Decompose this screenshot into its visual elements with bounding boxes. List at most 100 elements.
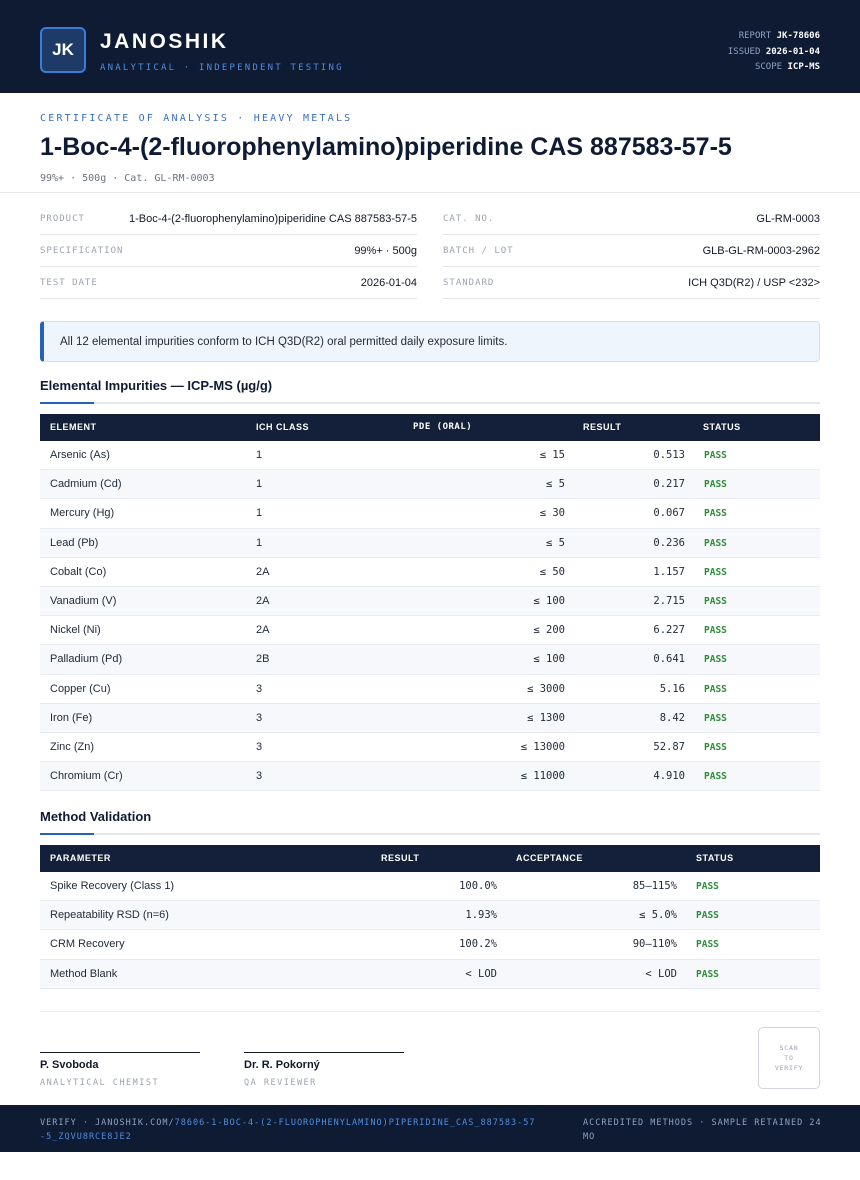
cell-element: Iron (Fe) [50, 711, 93, 724]
cell-status: PASS [704, 566, 727, 578]
cell-parameter: Repeatability RSD (n=6) [50, 909, 169, 922]
info-test-date: TEST DATE 2026-01-04 [40, 267, 417, 299]
cell-element: Mercury (Hg) [50, 507, 115, 520]
cell-ich-class: 2A [256, 565, 270, 578]
footer-verify: VERIFY · JANOSHIK.COM/78606-1-BOC-4-(2-F… [40, 1117, 540, 1144]
qr-verify-box[interactable]: SCAN TO VERIFY [758, 1027, 820, 1089]
table-row: Zinc (Zn) 3 ≤ 13000 52.87 PASS [40, 733, 820, 763]
cell-ich-class: 1 [256, 536, 263, 549]
cell-result: 1.157 [653, 565, 685, 578]
cell-result: 4.910 [653, 770, 685, 783]
cell-element: Chromium (Cr) [50, 770, 123, 783]
cell-ich-class: 1 [256, 478, 263, 491]
col-ich-class: ICH CLASS [256, 422, 310, 432]
cell-status: PASS [704, 450, 727, 461]
cell-pde: ≤ 30 [539, 507, 565, 520]
cell-result: 0.236 [653, 536, 685, 549]
cell-status: PASS [704, 479, 727, 491]
cell-parameter: Spike Recovery (Class 1) [50, 880, 175, 892]
cell-element: Arsenic (As) [50, 449, 110, 461]
table-row: Cadmium (Cd) 1 ≤ 5 0.217 PASS [40, 470, 820, 500]
cell-acceptance: ≤ 5.0% [639, 909, 677, 922]
cell-val-status: PASS [696, 910, 719, 922]
cell-element: Cadmium (Cd) [50, 478, 122, 491]
report-number: JK-78606 [776, 31, 820, 41]
cell-pde: ≤ 13000 [520, 741, 565, 753]
impurities-heading-rule [40, 402, 820, 404]
info-batch: BATCH / LOT GLB-GL-RM-0003-2962 [443, 235, 820, 267]
report-meta: REPORT JK-78606 ISSUED 2026-01-04 SCOPE … [728, 29, 820, 76]
cell-result: 5.16 [659, 682, 685, 695]
cell-result: 0.513 [653, 449, 685, 461]
info-cat-no: CAT. NO. GL-RM-0003 [443, 203, 820, 235]
verify-link[interactable]: 78606-1-BOC-4-(2-FLUOROPHENYLAMINO)PIPER… [40, 1118, 536, 1142]
cell-ich-class: 3 [256, 682, 263, 695]
footer-bar: VERIFY · JANOSHIK.COM/78606-1-BOC-4-(2-F… [0, 1105, 860, 1152]
qr-text-line3: VERIFY [774, 1064, 804, 1072]
conformance-notice-text: All 12 elemental impurities conform to I… [60, 335, 508, 348]
issued-label: ISSUED [727, 46, 761, 57]
info-cat-label: CAT. NO. [443, 213, 495, 224]
table-row: Mercury (Hg) 1 ≤ 30 0.067 PASS [40, 499, 820, 529]
cell-pde: ≤ 50 [539, 565, 565, 578]
brand-name: JANOSHIK [100, 30, 229, 53]
cell-status: PASS [704, 508, 727, 520]
cell-parameter: Method Blank [50, 967, 118, 980]
info-standard: STANDARD ICH Q3D(R2) / USP <232> [443, 267, 820, 299]
info-specification: SPECIFICATION 99%+ · 500g [40, 235, 417, 267]
logo-badge: JK [40, 27, 86, 73]
cell-acceptance: < LOD [645, 967, 677, 980]
table-row: Lead (Pb) 1 ≤ 5 0.236 PASS [40, 528, 820, 558]
impurities-heading: Elemental Impurities — ICP-MS (µg/g) [40, 378, 273, 393]
cell-pde: ≤ 15 [539, 449, 565, 461]
signature-divider [40, 1011, 820, 1012]
cell-status: PASS [704, 712, 727, 724]
header-bar: JK JANOSHIK ANALYTICAL · INDEPENDENT TES… [0, 0, 860, 93]
qr-text-line1: SCAN [779, 1044, 799, 1052]
cell-status: PASS [704, 537, 727, 549]
info-cat-value: GL-RM-0003 [756, 212, 820, 225]
cell-status: PASS [704, 742, 727, 753]
table-row: Method Blank < LOD < LOD PASS [40, 959, 820, 989]
scope-value: ICP-MS [787, 62, 820, 72]
cell-status: PASS [704, 596, 727, 607]
table-row: CRM Recovery 100.2% 90–110% PASS [40, 930, 820, 960]
table-row: Chromium (Cr) 3 ≤ 11000 4.910 PASS [40, 762, 820, 792]
info-standard-value: ICH Q3D(R2) / USP <232> [688, 276, 820, 289]
table-row: Vanadium (V) 2A ≤ 100 2.715 PASS [40, 587, 820, 617]
document-kicker: CERTIFICATE OF ANALYSIS · HEAVY METALS [40, 113, 353, 124]
cell-pde: ≤ 100 [533, 653, 565, 666]
validation-heading: Method Validation [40, 809, 152, 824]
cell-ich-class: 2B [256, 653, 270, 666]
col-status: STATUS [703, 422, 741, 432]
cell-result: 52.87 [653, 741, 685, 753]
brand-tagline: ANALYTICAL · INDEPENDENT TESTING [100, 63, 344, 73]
validation-table-header: PARAMETER RESULT ACCEPTANCE STATUS [40, 845, 820, 872]
cell-ich-class: 2A [256, 624, 270, 637]
cell-parameter: CRM Recovery [50, 938, 125, 951]
cell-val-status: PASS [696, 881, 719, 892]
table-row: Iron (Fe) 3 ≤ 1300 8.42 PASS [40, 703, 820, 733]
table-row: Arsenic (As) 1 ≤ 15 0.513 PASS [40, 441, 820, 471]
info-batch-label: BATCH / LOT [443, 245, 514, 256]
cell-element: Lead (Pb) [50, 536, 99, 549]
cell-acceptance: 85–115% [632, 880, 677, 892]
signature-name-chemist: P. Svoboda [40, 1059, 99, 1071]
cell-pde: ≤ 1300 [527, 711, 565, 724]
col-parameter: PARAMETER [50, 853, 111, 863]
info-product-value: 1-Boc-4-(2-fluorophenylamino)piperidine … [129, 212, 417, 225]
col-element: ELEMENT [50, 422, 97, 432]
cell-element: Copper (Cu) [50, 682, 111, 695]
signature-line-chemist [40, 1052, 200, 1053]
info-date-label: TEST DATE [40, 277, 98, 288]
impurities-table-header: ELEMENT ICH CLASS PDE (ORAL) RESULT STAT… [40, 414, 820, 441]
col-result: RESULT [583, 422, 622, 432]
page-subtitle: 99%+ · 500g · Cat. GL-RM-0003 [40, 173, 215, 184]
signature-role-chemist: ANALYTICAL CHEMIST [40, 1078, 160, 1088]
cell-result: 2.715 [653, 595, 685, 607]
info-standard-label: STANDARD [443, 277, 495, 288]
info-product-label: PRODUCT [40, 213, 85, 224]
cell-val-status: PASS [696, 968, 719, 980]
cell-val-result: 100.0% [459, 880, 497, 892]
qr-text-line2: TO [784, 1054, 794, 1062]
